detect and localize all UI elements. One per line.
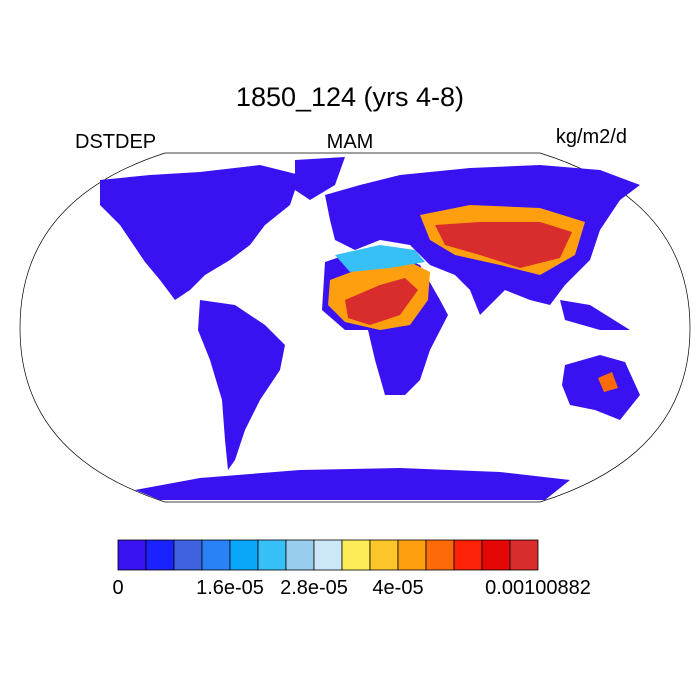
colorbar-swatch bbox=[509, 539, 539, 571]
colorbar-tick-label: 0 bbox=[112, 577, 123, 599]
colorbar-swatch bbox=[369, 539, 399, 571]
colorbar-swatch bbox=[313, 539, 343, 571]
left-label: DSTDEP bbox=[75, 131, 156, 153]
colorbar-swatch bbox=[285, 539, 315, 571]
title: 1850_124 (yrs 4-8) bbox=[236, 82, 464, 112]
colorbar-swatch bbox=[425, 539, 455, 571]
colorbar-swatch bbox=[117, 539, 147, 571]
dust-hotspots bbox=[328, 205, 618, 392]
colorbar-tick-label: 4e-05 bbox=[372, 577, 423, 599]
colorbar-swatch bbox=[481, 539, 511, 571]
colorbar-swatch bbox=[257, 539, 287, 571]
map bbox=[19, 152, 691, 503]
right-label: kg/m2/d bbox=[556, 126, 627, 148]
center-label: MAM bbox=[327, 131, 374, 153]
colorbar-swatch bbox=[201, 539, 231, 571]
colorbar-tick-label: 0.00100882 bbox=[485, 577, 591, 599]
colorbar-swatch bbox=[145, 539, 175, 571]
colorbar: 0 1.6e-05 2.8e-05 4e-05 0.00100882 bbox=[112, 539, 591, 599]
colorbar-swatch bbox=[397, 539, 427, 571]
colorbar-tick-label: 1.6e-05 bbox=[196, 577, 264, 599]
colorbar-swatch bbox=[341, 539, 371, 571]
colorbar-tick-label: 2.8e-05 bbox=[280, 577, 348, 599]
colorbar-swatch bbox=[453, 539, 483, 571]
colorbar-swatch bbox=[173, 539, 203, 571]
colorbar-swatch bbox=[229, 539, 259, 571]
